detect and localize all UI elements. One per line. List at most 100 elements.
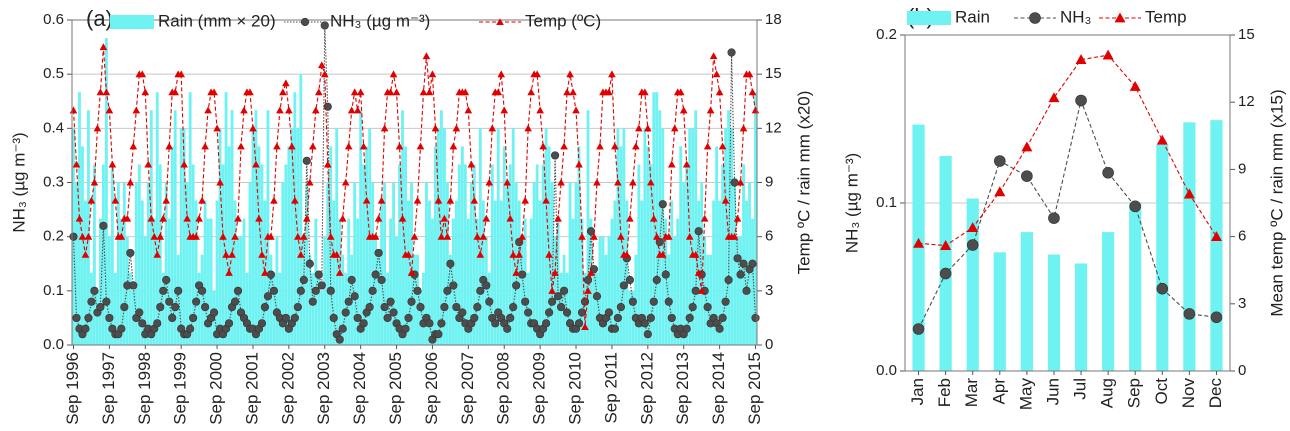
legend-swatch — [110, 15, 154, 29]
bar — [670, 200, 674, 345]
bar — [457, 164, 461, 345]
marker — [542, 196, 550, 204]
marker — [736, 270, 745, 279]
bar — [317, 272, 321, 345]
bar — [754, 92, 757, 345]
marker — [592, 292, 602, 301]
marker — [240, 106, 248, 114]
marker — [258, 250, 266, 258]
marker — [338, 214, 347, 222]
y-tick-label: 0.1 — [43, 282, 64, 299]
bar — [739, 236, 742, 345]
bar — [392, 182, 395, 345]
bar — [706, 254, 710, 345]
bar — [622, 128, 626, 345]
marker — [126, 248, 135, 258]
marker — [667, 160, 676, 168]
line — [918, 98, 1217, 330]
marker — [380, 124, 389, 132]
bar — [511, 128, 515, 345]
marker — [407, 268, 416, 276]
marker — [626, 214, 634, 222]
bar — [314, 218, 318, 345]
bar — [149, 110, 153, 346]
legend-label: Temp (ºC) — [525, 11, 601, 30]
marker — [440, 214, 449, 222]
marker — [443, 286, 452, 295]
marker — [664, 232, 673, 240]
marker — [90, 178, 99, 186]
bar — [619, 146, 623, 345]
marker — [230, 297, 240, 306]
bar — [520, 236, 524, 345]
bar — [221, 164, 225, 345]
marker — [305, 259, 314, 268]
marker — [446, 196, 455, 204]
marker — [694, 227, 703, 236]
bar — [206, 218, 210, 345]
marker — [590, 232, 598, 240]
marker — [147, 214, 156, 222]
marker — [404, 313, 413, 323]
bar — [281, 182, 285, 345]
marker — [308, 142, 317, 150]
marker — [739, 259, 748, 268]
marker — [102, 88, 111, 96]
marker — [470, 196, 479, 204]
bar — [442, 128, 446, 345]
y2-axis-label: Temp ºC / rain mm (x20) — [794, 91, 813, 275]
marker — [198, 196, 206, 204]
marker — [299, 275, 308, 285]
marker — [266, 270, 276, 279]
bar — [215, 200, 219, 345]
marker — [81, 250, 90, 258]
bar — [508, 164, 512, 345]
marker — [703, 142, 712, 150]
bar — [601, 236, 605, 345]
marker — [347, 106, 356, 114]
x-tick-label: Mar — [962, 378, 981, 408]
bar — [1020, 232, 1033, 371]
marker — [422, 52, 431, 60]
marker — [1183, 188, 1195, 199]
x-tick-label: Apr — [989, 378, 1008, 405]
marker — [228, 250, 236, 258]
marker — [575, 160, 583, 168]
bar — [98, 218, 102, 345]
marker — [273, 142, 281, 150]
marker — [718, 142, 727, 150]
marker — [410, 232, 419, 240]
marker — [545, 308, 554, 317]
marker — [192, 232, 200, 240]
marker — [419, 88, 428, 96]
bar — [472, 164, 476, 345]
marker — [162, 196, 171, 204]
bar — [323, 236, 327, 345]
marker — [512, 268, 521, 276]
marker — [1129, 81, 1141, 91]
marker — [617, 232, 625, 240]
bar — [673, 236, 677, 345]
y-tick-label: 0.1 — [876, 194, 897, 211]
marker — [213, 124, 221, 132]
marker — [356, 88, 365, 96]
legend-label: NH₃ — [1060, 7, 1091, 26]
marker — [682, 324, 691, 333]
marker — [966, 239, 979, 251]
bar — [128, 272, 132, 345]
marker — [269, 286, 279, 295]
marker — [371, 232, 380, 240]
marker — [288, 142, 296, 150]
marker — [263, 292, 273, 301]
marker — [703, 302, 712, 312]
bar — [284, 164, 288, 345]
bar — [541, 164, 545, 345]
bar — [481, 200, 485, 345]
marker — [260, 302, 270, 312]
marker — [374, 248, 383, 258]
y2-tick-label: 6 — [1238, 228, 1246, 245]
marker — [96, 302, 105, 312]
bar — [649, 164, 653, 345]
bar — [440, 110, 443, 346]
marker — [311, 106, 320, 114]
